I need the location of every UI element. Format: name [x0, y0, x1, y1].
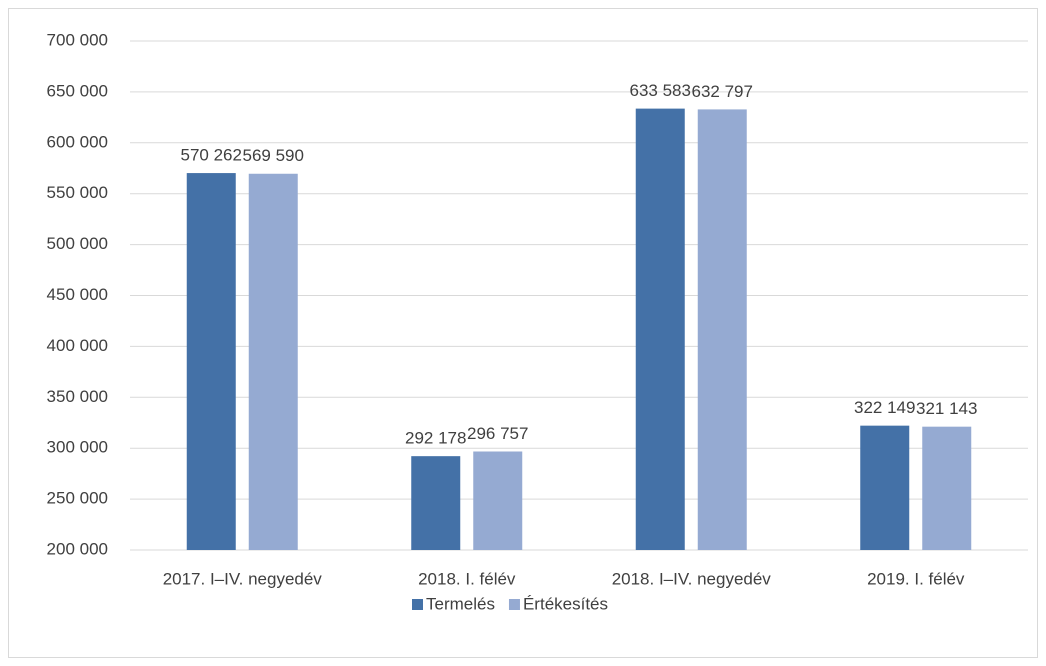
y-tick-label: 250 000: [47, 489, 108, 508]
value-label: 322 149: [854, 398, 915, 417]
x-tick-label: 2018. I. félév: [418, 569, 516, 588]
value-label: 296 757: [467, 424, 528, 443]
bar: [922, 426, 972, 550]
value-label: 569 590: [243, 146, 304, 165]
x-tick-label: 2018. I–IV. negyedév: [612, 569, 772, 588]
y-tick-label: 400 000: [47, 336, 108, 355]
chart-border: [8, 8, 1038, 658]
bar: [411, 456, 461, 550]
value-label: 321 143: [916, 399, 977, 418]
bar: [473, 451, 523, 550]
y-tick-label: 700 000: [47, 30, 108, 49]
y-tick-label: 600 000: [47, 132, 108, 151]
y-tick-label: 550 000: [47, 183, 108, 202]
y-tick-label: 200 000: [47, 539, 108, 558]
y-tick-label: 450 000: [47, 285, 108, 304]
bar: [186, 173, 236, 550]
y-tick-label: 650 000: [47, 81, 108, 100]
x-tick-label: 2019. I. félév: [867, 569, 965, 588]
y-tick-label: 500 000: [47, 234, 108, 253]
value-label: 632 797: [692, 82, 753, 101]
legend-label: Értékesítés: [523, 594, 608, 613]
value-label: 570 262: [181, 146, 242, 165]
bar: [860, 425, 910, 550]
x-tick-label: 2017. I–IV. negyedév: [163, 569, 323, 588]
bar: [635, 108, 685, 551]
legend-label: Termelés: [426, 594, 495, 613]
y-tick-label: 300 000: [47, 438, 108, 457]
legend-swatch: [412, 599, 423, 610]
bar: [248, 173, 298, 550]
value-label: 292 178: [405, 429, 466, 448]
value-label: 633 583: [630, 81, 691, 100]
bar: [697, 109, 747, 550]
y-tick-label: 350 000: [47, 387, 108, 406]
legend-swatch: [508, 599, 520, 610]
